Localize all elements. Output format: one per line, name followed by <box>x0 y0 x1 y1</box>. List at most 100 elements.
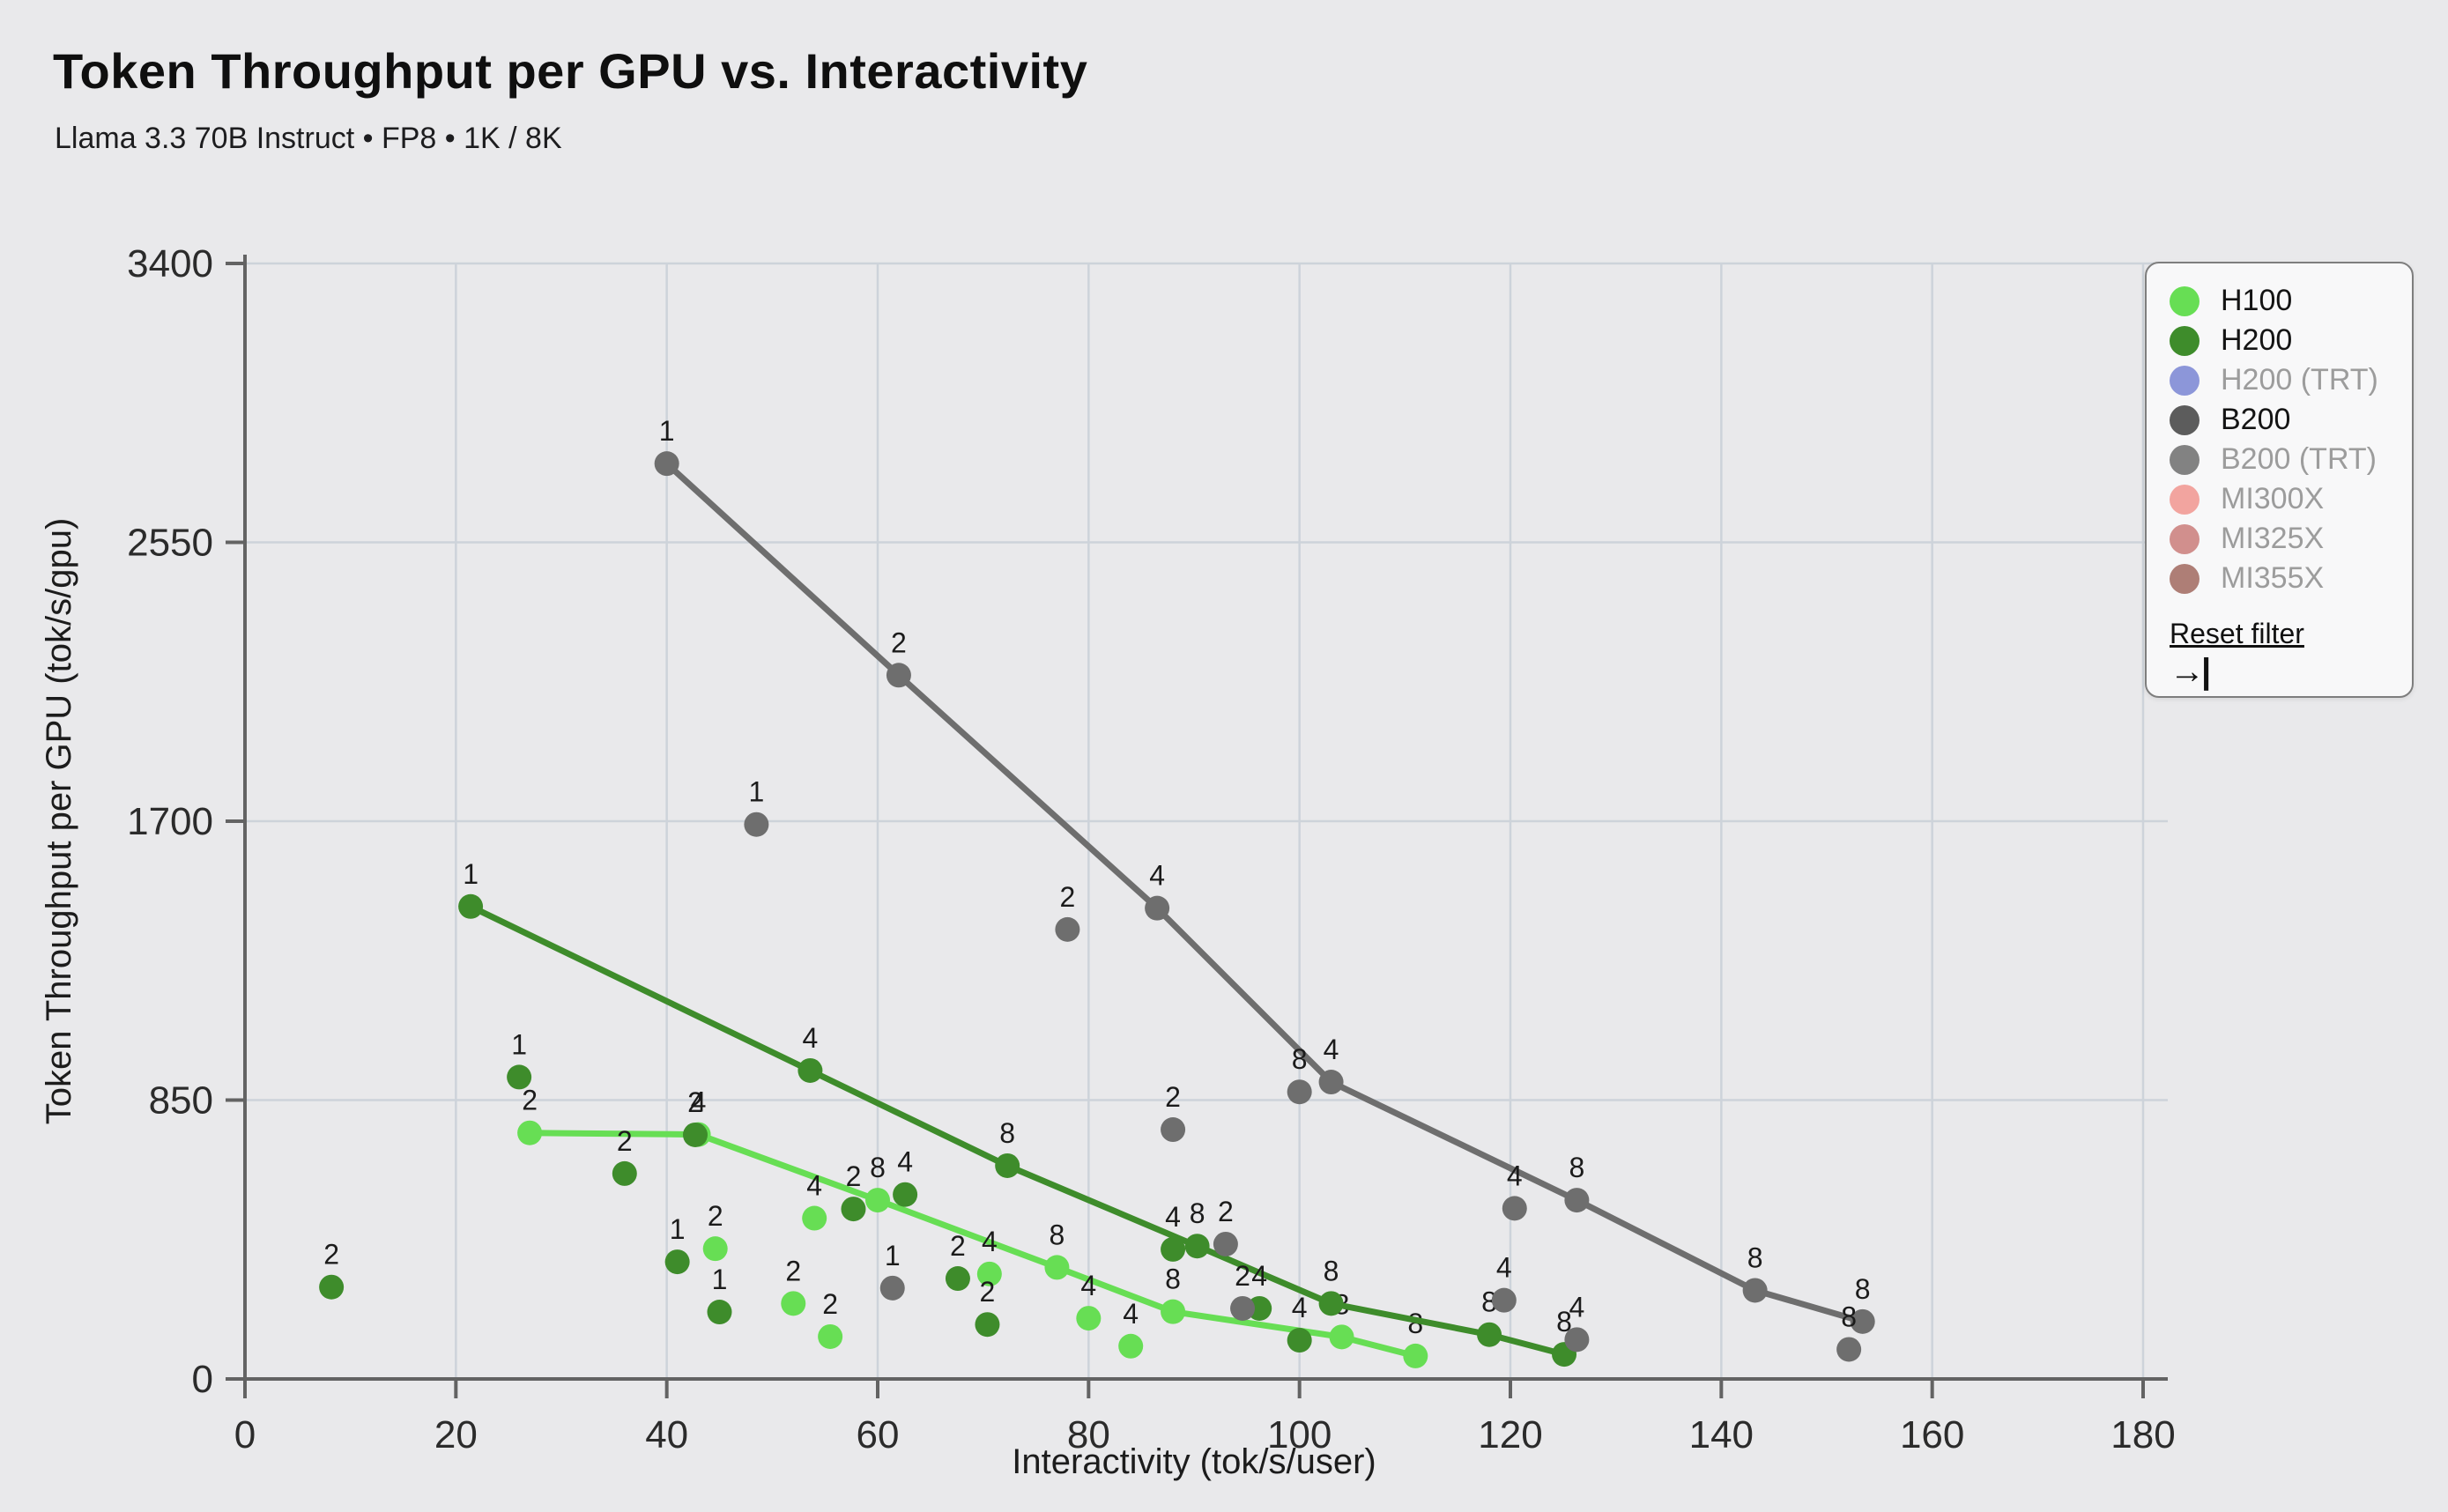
point-label: 4 <box>1080 1270 1096 1301</box>
point-label: 2 <box>980 1276 996 1308</box>
point-h100-2[interactable] <box>818 1323 843 1349</box>
point-h200-1[interactable] <box>707 1300 732 1325</box>
point-h200-8[interactable] <box>1477 1322 1502 1347</box>
point-h100-8[interactable] <box>1329 1324 1354 1350</box>
point-h200-2[interactable] <box>975 1312 1000 1338</box>
point-b200-4[interactable] <box>1318 1070 1344 1095</box>
point-h200-4[interactable] <box>893 1182 918 1207</box>
point-label: 2 <box>323 1239 339 1271</box>
point-label: 4 <box>1251 1260 1267 1292</box>
point-b200-1[interactable] <box>654 451 679 477</box>
legend-swatch-h200-trt- <box>2170 365 2199 396</box>
legend-label: MI325X <box>2221 522 2325 555</box>
legend-item-mi300x[interactable]: MI300X <box>2170 479 2412 519</box>
point-h100-2[interactable] <box>517 1120 543 1145</box>
legend-item-mi325x[interactable]: MI325X <box>2170 519 2412 559</box>
point-label: 8 <box>1556 1306 1572 1338</box>
page-title: Token Throughput per GPU vs. Interactivi… <box>53 43 1088 99</box>
point-b200-8[interactable] <box>1836 1337 1862 1362</box>
point-h100-2[interactable] <box>702 1236 728 1262</box>
point-h200-1[interactable] <box>458 893 484 919</box>
x-tick-label: 60 <box>857 1413 900 1456</box>
point-h200-4[interactable] <box>1287 1328 1312 1353</box>
point-h100-4[interactable] <box>802 1205 827 1231</box>
point-h200-8[interactable] <box>1318 1291 1344 1316</box>
point-label: 2 <box>687 1086 703 1118</box>
point-b200-8[interactable] <box>1287 1079 1312 1105</box>
point-label: 4 <box>1507 1160 1523 1191</box>
point-label: 2 <box>617 1125 633 1157</box>
point-h200-8[interactable] <box>1184 1234 1210 1259</box>
point-h200-4[interactable] <box>1247 1295 1272 1321</box>
axes <box>236 255 2168 1381</box>
goto-end-icon[interactable]: →| <box>2170 652 2211 691</box>
legend-label: MI300X <box>2221 482 2325 515</box>
point-b200-1[interactable] <box>879 1275 905 1301</box>
point-h100-4[interactable] <box>976 1261 1002 1286</box>
point-h100-8[interactable] <box>865 1188 890 1213</box>
point-label: 8 <box>1855 1273 1871 1305</box>
legend-item-h200[interactable]: H200 <box>2170 321 2412 360</box>
legend-item-h200-trt-[interactable]: H200 (TRT) <box>2170 360 2412 400</box>
point-b200-2[interactable] <box>1230 1295 1256 1321</box>
point-label: 4 <box>1292 1292 1308 1323</box>
point-h200-4[interactable] <box>797 1057 823 1083</box>
x-axis-title: Interactivity (tok/s/user) <box>1012 1442 1376 1481</box>
y-tick-label: 1700 <box>127 800 213 843</box>
reset-filter-link[interactable]: Reset filter <box>2170 618 2304 649</box>
point-h100-8[interactable] <box>1403 1343 1428 1368</box>
point-b200-8[interactable] <box>1742 1278 1768 1303</box>
legend-item-b200[interactable]: B200 <box>2170 400 2412 440</box>
point-b200-1[interactable] <box>744 812 769 837</box>
point-label: 4 <box>1149 860 1165 892</box>
point-b200-4[interactable] <box>1491 1287 1517 1313</box>
point-h100-8[interactable] <box>1044 1255 1070 1280</box>
point-label: 4 <box>1324 1034 1339 1065</box>
point-label: 1 <box>463 858 478 890</box>
pareto-line-h200 <box>469 903 1565 1358</box>
point-label: 8 <box>1481 1286 1497 1318</box>
legend-swatch-h100 <box>2170 285 2199 316</box>
point-h200-2[interactable] <box>945 1266 970 1292</box>
point-label: 2 <box>950 1230 966 1262</box>
point-b200-4[interactable] <box>1502 1196 1527 1221</box>
legend-swatch-mi300x <box>2170 484 2199 515</box>
y-axis-title: Token Throughput per GPU (tok/s/gpu) <box>40 518 78 1125</box>
point-label: 8 <box>999 1117 1015 1149</box>
point-label: 4 <box>897 1146 913 1178</box>
point-b200-8[interactable] <box>1850 1308 1875 1334</box>
point-label: 8 <box>1569 1152 1584 1183</box>
point-b200-2[interactable] <box>1055 916 1080 942</box>
point-b200-2[interactable] <box>1161 1117 1186 1143</box>
x-tick-label: 180 <box>2110 1413 2175 1456</box>
point-h100-8[interactable] <box>1161 1299 1186 1324</box>
point-h200-8[interactable] <box>995 1153 1020 1178</box>
y-tick-label: 850 <box>149 1079 213 1123</box>
point-b200-2[interactable] <box>886 663 911 688</box>
point-b200-8[interactable] <box>1564 1188 1590 1213</box>
point-h200-4[interactable] <box>1161 1236 1186 1262</box>
x-tick-label: 160 <box>1900 1413 1964 1456</box>
point-h100-4[interactable] <box>1076 1306 1102 1331</box>
point-label: 2 <box>891 626 907 658</box>
point-h200-1[interactable] <box>507 1064 532 1090</box>
point-label: 4 <box>1165 1201 1181 1233</box>
point-b200-4[interactable] <box>1145 895 1170 921</box>
point-h200-2[interactable] <box>319 1274 345 1300</box>
point-h200-2[interactable] <box>682 1122 708 1147</box>
legend-swatch-b200-trt- <box>2170 444 2199 475</box>
legend-item-b200-trt-[interactable]: B200 (TRT) <box>2170 440 2412 479</box>
x-tick-label: 80 <box>1067 1413 1110 1456</box>
point-h100-4[interactable] <box>1118 1333 1144 1359</box>
point-h200-2[interactable] <box>612 1160 637 1186</box>
point-h100-2[interactable] <box>781 1291 806 1316</box>
legend-item-h100[interactable]: H100 <box>2170 281 2412 321</box>
legend-item-mi355x[interactable]: MI355X <box>2170 559 2412 598</box>
point-b200-2[interactable] <box>1213 1231 1238 1256</box>
point-h200-1[interactable] <box>664 1249 690 1275</box>
point-label: 8 <box>1050 1219 1065 1250</box>
point-label: 1 <box>659 415 675 447</box>
point-h200-2[interactable] <box>841 1197 866 1222</box>
point-b200-4[interactable] <box>1564 1327 1590 1353</box>
